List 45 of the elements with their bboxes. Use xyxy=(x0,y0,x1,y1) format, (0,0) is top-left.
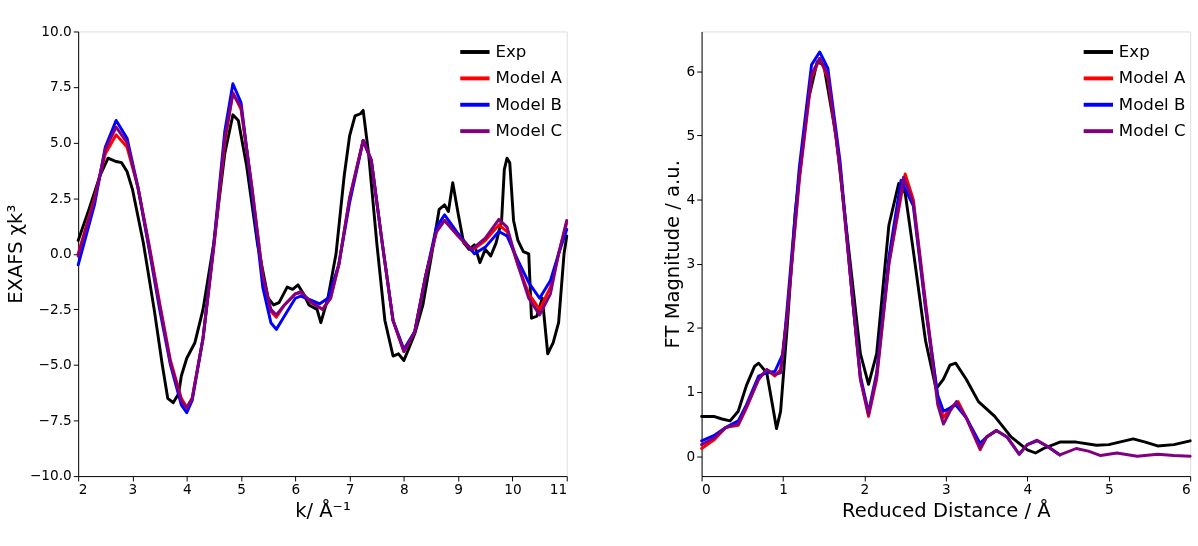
x-tick-label: 3 xyxy=(128,481,138,498)
legend-label: Model B xyxy=(1118,94,1186,114)
y-tick-label: 5.0 xyxy=(50,134,72,151)
legend-label: Model A xyxy=(495,68,563,88)
x-tick-label: 11 xyxy=(549,481,568,498)
x-tick-label: 2 xyxy=(78,481,88,498)
x-tick-label: 4 xyxy=(182,481,192,498)
x-tick-label: 0 xyxy=(702,481,711,498)
x-axis-title: Reduced Distance / Å xyxy=(842,498,1052,522)
x-tick-label: 8 xyxy=(400,481,409,498)
y-tick-label: 6 xyxy=(686,62,696,79)
y-tick-label: 4 xyxy=(686,190,696,207)
x-tick-label: 6 xyxy=(291,481,301,498)
x-tick-label: 4 xyxy=(1023,481,1033,498)
y-axis-title: EXAFS χk³ xyxy=(4,204,28,304)
y-tick-label: 2.5 xyxy=(50,189,72,206)
x-axis-title: k/ Å⁻¹ xyxy=(295,498,351,522)
legend-label: Model A xyxy=(1118,68,1186,88)
x-tick-label: 10 xyxy=(504,481,522,498)
y-tick-label: 1 xyxy=(686,383,696,400)
legend-label: Exp xyxy=(495,41,527,61)
y-tick-label: 5 xyxy=(686,126,696,143)
y-tick-label: 0 xyxy=(686,447,696,464)
x-tick-label: 5 xyxy=(237,481,246,498)
y-tick-label: −7.5 xyxy=(38,411,72,428)
y-tick-label: −2.5 xyxy=(38,300,72,317)
legend-label: Exp xyxy=(1118,41,1150,61)
y-tick-label: 0.0 xyxy=(50,245,72,262)
y-tick-label: 7.5 xyxy=(50,78,72,95)
x-tick-label: 3 xyxy=(942,481,951,498)
legend-label: Model B xyxy=(495,94,562,114)
y-tick-label: 2 xyxy=(686,319,696,336)
x-tick-label: 7 xyxy=(345,481,355,498)
x-tick-label: 2 xyxy=(860,481,870,498)
y-tick-label: −10.0 xyxy=(29,467,72,484)
legend-label: Model C xyxy=(1118,121,1186,141)
legend-label: Model C xyxy=(495,121,563,141)
y-tick-label: −5.0 xyxy=(38,356,72,373)
x-tick-label: 6 xyxy=(1181,481,1191,498)
y-tick-label: 10.0 xyxy=(41,22,72,39)
x-tick-label: 5 xyxy=(1104,481,1114,498)
x-tick-label: 9 xyxy=(454,481,464,498)
y-tick-label: 3 xyxy=(686,255,696,272)
y-axis-title: FT Magnitude / a.u. xyxy=(660,160,684,349)
x-tick-label: 1 xyxy=(779,481,788,498)
